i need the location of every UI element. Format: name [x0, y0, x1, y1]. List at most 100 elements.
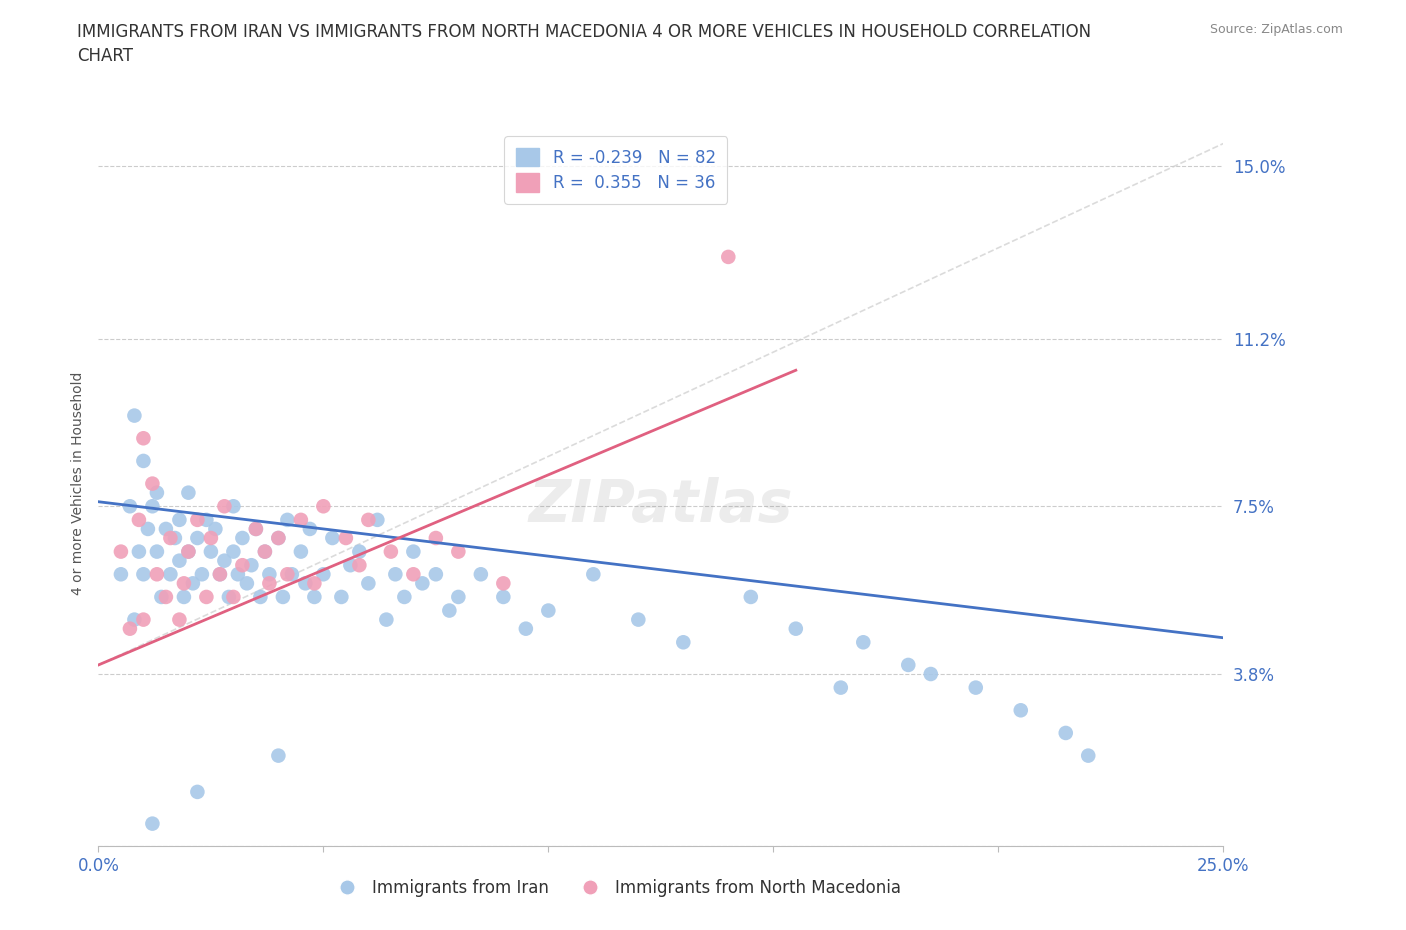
- Point: [124, 612, 146, 627]
- Point: [118, 621, 141, 636]
- Point: [357, 512, 380, 527]
- Point: [717, 249, 740, 264]
- Point: [141, 476, 163, 491]
- Point: [204, 522, 226, 537]
- Point: [128, 544, 150, 559]
- Point: [240, 558, 263, 573]
- Point: [290, 512, 312, 527]
- Point: [1010, 703, 1032, 718]
- Point: [897, 658, 920, 672]
- Point: [222, 544, 245, 559]
- Point: [169, 553, 191, 568]
- Point: [124, 408, 146, 423]
- Point: [177, 485, 200, 500]
- Point: [259, 576, 281, 591]
- Point: [349, 558, 371, 573]
- Point: [132, 612, 155, 627]
- Point: [118, 498, 141, 513]
- Point: [186, 512, 208, 527]
- Point: [349, 544, 371, 559]
- Point: [627, 612, 650, 627]
- Point: [177, 544, 200, 559]
- Point: [150, 590, 173, 604]
- Text: IMMIGRANTS FROM IRAN VS IMMIGRANTS FROM NORTH MACEDONIA 4 OR MORE VEHICLES IN HO: IMMIGRANTS FROM IRAN VS IMMIGRANTS FROM …: [77, 23, 1091, 65]
- Point: [425, 530, 447, 545]
- Point: [186, 785, 208, 800]
- Point: [1077, 748, 1099, 763]
- Point: [366, 512, 388, 527]
- Point: [375, 612, 398, 627]
- Point: [249, 590, 271, 604]
- Point: [276, 567, 298, 582]
- Point: [163, 530, 186, 545]
- Point: [785, 621, 807, 636]
- Point: [330, 590, 353, 604]
- Point: [132, 567, 155, 582]
- Point: [672, 635, 695, 650]
- Point: [245, 522, 267, 537]
- Point: [321, 530, 343, 545]
- Text: Source: ZipAtlas.com: Source: ZipAtlas.com: [1209, 23, 1343, 36]
- Point: [159, 567, 181, 582]
- Point: [276, 512, 298, 527]
- Point: [492, 590, 515, 604]
- Point: [740, 590, 762, 604]
- Point: [110, 567, 132, 582]
- Point: [304, 590, 326, 604]
- Point: [169, 512, 191, 527]
- Point: [208, 567, 231, 582]
- Point: [200, 530, 222, 545]
- Point: [177, 544, 200, 559]
- Point: [384, 567, 406, 582]
- Point: [173, 590, 195, 604]
- Point: [222, 498, 245, 513]
- Point: [214, 553, 236, 568]
- Point: [267, 530, 290, 545]
- Point: [402, 544, 425, 559]
- Point: [267, 748, 290, 763]
- Point: [281, 567, 304, 582]
- Point: [357, 576, 380, 591]
- Point: [173, 576, 195, 591]
- Point: [186, 530, 208, 545]
- Point: [155, 590, 177, 604]
- Point: [214, 498, 236, 513]
- Point: [394, 590, 416, 604]
- Point: [195, 590, 218, 604]
- Legend: Immigrants from Iran, Immigrants from North Macedonia: Immigrants from Iran, Immigrants from No…: [323, 872, 908, 903]
- Point: [191, 567, 214, 582]
- Point: [253, 544, 276, 559]
- Point: [312, 498, 335, 513]
- Point: [110, 544, 132, 559]
- Point: [492, 576, 515, 591]
- Point: [146, 485, 169, 500]
- Point: [200, 544, 222, 559]
- Point: [259, 567, 281, 582]
- Point: [515, 621, 537, 636]
- Point: [141, 498, 163, 513]
- Point: [830, 680, 852, 695]
- Point: [231, 530, 253, 545]
- Point: [339, 558, 361, 573]
- Point: [402, 567, 425, 582]
- Point: [582, 567, 605, 582]
- Point: [304, 576, 326, 591]
- Point: [132, 454, 155, 469]
- Point: [425, 567, 447, 582]
- Point: [136, 522, 159, 537]
- Point: [852, 635, 875, 650]
- Point: [218, 590, 240, 604]
- Text: ZIPatlas: ZIPatlas: [529, 477, 793, 534]
- Point: [267, 530, 290, 545]
- Point: [146, 544, 169, 559]
- Point: [245, 522, 267, 537]
- Point: [290, 544, 312, 559]
- Point: [195, 512, 218, 527]
- Point: [253, 544, 276, 559]
- Point: [411, 576, 433, 591]
- Point: [159, 530, 181, 545]
- Point: [271, 590, 294, 604]
- Point: [447, 544, 470, 559]
- Point: [231, 558, 253, 573]
- Point: [537, 604, 560, 618]
